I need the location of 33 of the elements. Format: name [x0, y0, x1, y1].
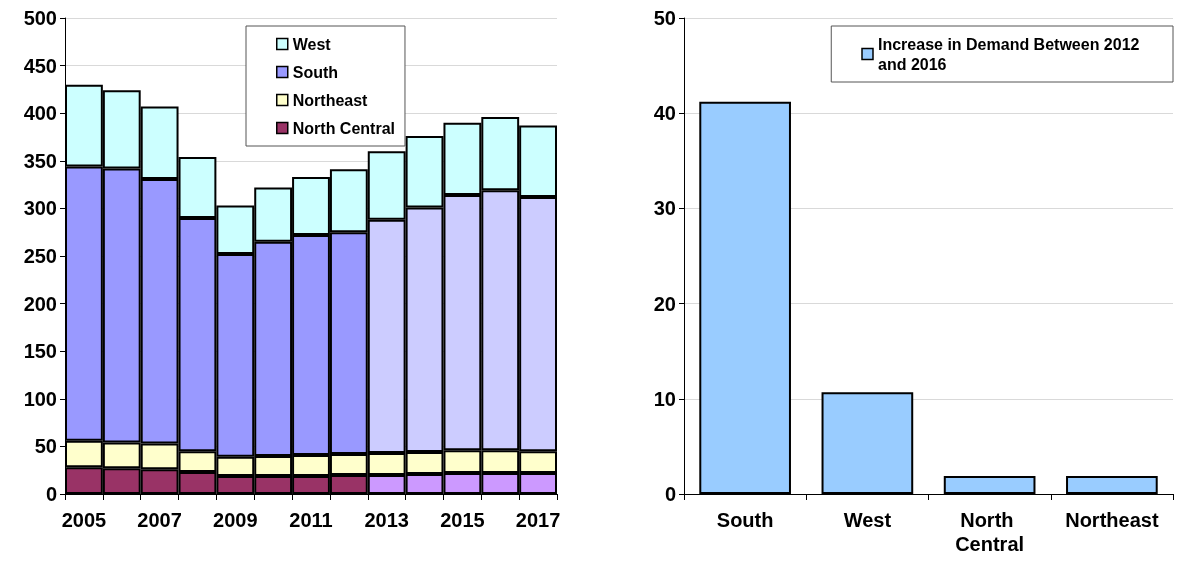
legend-label: South — [292, 63, 339, 81]
y-tick-label: 300 — [23, 197, 57, 220]
y-tick-label: 500 — [23, 7, 57, 29]
x-tick-label: West — [843, 509, 892, 531]
x-tick-label: Northeast — [1065, 509, 1159, 531]
y-tick-label: 400 — [23, 102, 57, 125]
x-tick-label: 2017 — [515, 509, 561, 531]
x-tick-label: 2011 — [289, 509, 333, 531]
x-tick-label: 2005 — [61, 509, 107, 531]
legend-label: Increase in Demand Between 2012 and 2016 — [878, 35, 1144, 73]
y-tick-label: 50 — [34, 435, 57, 458]
x-tick-label: 2009 — [213, 509, 258, 531]
x-tick-label: South — [716, 509, 774, 531]
y-tick-label: 100 — [23, 387, 57, 410]
y-tick-label: 200 — [23, 292, 57, 315]
legend-label: North Central — [292, 119, 395, 137]
x-tick-label: 2007 — [137, 509, 182, 531]
x-tick-label: North Central — [955, 509, 1025, 555]
y-tick-label: 10 — [653, 387, 676, 410]
y-tick-label: 450 — [23, 54, 57, 77]
y-tick-label: 50 — [653, 7, 676, 29]
y-tick-label: 40 — [653, 102, 676, 125]
y-tick-label: 150 — [23, 340, 57, 363]
y-tick-label: 350 — [23, 149, 57, 172]
x-tick-label: 2013 — [364, 509, 409, 531]
y-tick-label: 0 — [664, 483, 676, 505]
legend-label: West — [292, 35, 332, 53]
y-tick-label: 20 — [653, 292, 676, 315]
y-tick-label: 30 — [653, 197, 676, 220]
y-tick-label: 250 — [23, 245, 57, 267]
x-tick-label: 2015 — [440, 509, 485, 531]
y-tick-label: 0 — [45, 483, 57, 505]
legend-label: Northeast — [292, 91, 369, 109]
